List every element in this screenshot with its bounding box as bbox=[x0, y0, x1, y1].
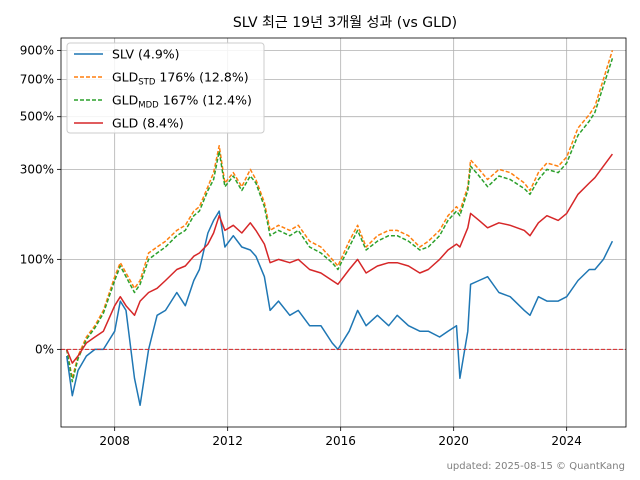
x-tick-label: 2012 bbox=[212, 434, 243, 448]
y-tick-label: 500% bbox=[20, 110, 54, 124]
legend-box bbox=[66, 42, 265, 134]
x-tick-label: 2020 bbox=[438, 434, 469, 448]
series-line-2 bbox=[65, 58, 614, 383]
x-axis: 2008 2012 2016 2020 2024 bbox=[99, 427, 582, 448]
series-line-3 bbox=[66, 153, 614, 364]
legend-entry-label: GLD (8.4%) bbox=[112, 116, 184, 131]
y-tick-label: 700% bbox=[20, 72, 54, 86]
legend-entry-label: GLDMDD 167% (12.4%) bbox=[112, 93, 252, 111]
series-line-0 bbox=[65, 210, 614, 407]
footer-text: updated: 2025-08-15 © QuantKang bbox=[447, 461, 625, 472]
legend-entry-label: SLV (4.9%) bbox=[112, 47, 180, 62]
x-tick-label: 2024 bbox=[551, 434, 582, 448]
x-tick-label: 2008 bbox=[99, 434, 130, 448]
series-line-1 bbox=[65, 50, 614, 380]
legend-entry-label: GLDSTD 176% (12.8%) bbox=[112, 70, 249, 88]
plot-frame bbox=[60, 37, 627, 428]
x-tick-label: 2016 bbox=[325, 434, 356, 448]
chart-title: SLV 최근 19년 3개월 성과 (vs GLD) bbox=[233, 15, 457, 31]
y-tick-label: 0% bbox=[35, 342, 54, 356]
legend: SLV (4.9%) GLDSTD 176% (12.8%) GLDMDD 167%… bbox=[66, 42, 265, 134]
series-lines bbox=[65, 50, 614, 407]
y-tick-label: 300% bbox=[20, 162, 54, 176]
y-tick-label: 100% bbox=[20, 252, 54, 266]
y-axis: 0% 100% 300% 500% 700% 900% bbox=[20, 43, 61, 356]
plot-border bbox=[60, 37, 627, 428]
y-tick-label: 900% bbox=[20, 43, 54, 57]
